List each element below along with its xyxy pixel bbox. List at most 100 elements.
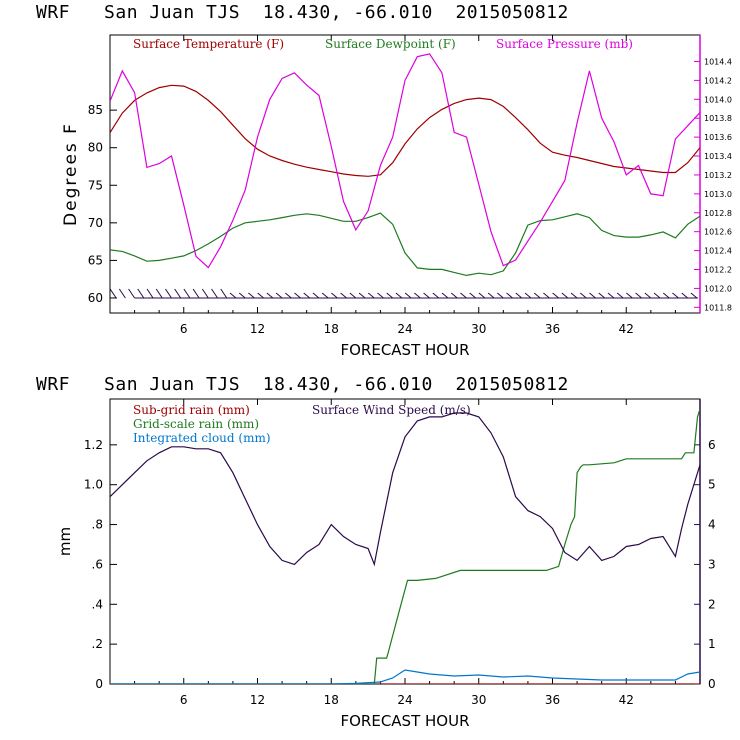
y2-tick-label: 1012.4 xyxy=(704,247,732,256)
wind-barb xyxy=(478,292,486,299)
x-tick-label: 36 xyxy=(545,693,560,707)
wind-barb xyxy=(543,292,550,299)
wind-barb xyxy=(672,292,679,299)
wind-barb xyxy=(358,292,366,299)
wind-barb xyxy=(690,292,698,299)
y-tick-label: 1.0 xyxy=(84,478,103,492)
wind-barb xyxy=(266,292,274,299)
wind-barb xyxy=(607,292,615,299)
wind-barb xyxy=(146,288,154,299)
wind-barb xyxy=(598,292,606,299)
wind-barb xyxy=(662,292,670,299)
wind-barb xyxy=(533,292,541,299)
y2-tick-label: 1011.8 xyxy=(704,303,732,312)
wind-barb xyxy=(229,292,237,299)
wind-barb xyxy=(377,292,384,299)
x-tick-label: 18 xyxy=(324,322,339,336)
y-tick-label: 65 xyxy=(88,253,103,267)
wind-barb xyxy=(128,288,135,299)
wind-barb xyxy=(395,292,403,299)
wind-barb xyxy=(653,292,661,299)
legend-entry: Grid-scale rain (mm) xyxy=(133,417,259,431)
legend-entry: Integrated cloud (mm) xyxy=(133,431,271,445)
wind-barb xyxy=(506,292,513,299)
wind-barb xyxy=(349,292,357,299)
series-line-pres xyxy=(110,53,700,269)
y-tick-label: 60 xyxy=(88,291,103,305)
x-tick-label: 12 xyxy=(250,322,265,336)
wind-barb xyxy=(386,292,394,299)
chart-title-top: WRF San Juan TJS 18.430, -66.010 2015050… xyxy=(36,2,569,23)
x-tick-label: 6 xyxy=(180,693,188,707)
wind-barb xyxy=(644,292,652,299)
wind-barb xyxy=(284,292,292,299)
wind-barb xyxy=(201,288,209,299)
wind-barb xyxy=(423,292,430,299)
plot-frame xyxy=(109,34,701,314)
wind-barb xyxy=(248,292,255,299)
y-tick-label: 80 xyxy=(88,141,103,155)
series-line-gridscale xyxy=(110,408,700,684)
y2-tick-label: 1013.2 xyxy=(704,171,732,180)
series-line-temp xyxy=(110,84,700,177)
legend-entry: Surface Dewpoint (F) xyxy=(325,37,456,51)
wind-barb xyxy=(589,292,596,299)
y2-tick-label: 4 xyxy=(708,518,716,532)
wind-barb xyxy=(441,292,449,299)
wind-barb xyxy=(432,292,440,299)
x-tick-label: 30 xyxy=(471,322,486,336)
wind-barb xyxy=(635,292,642,299)
x-tick-label: 24 xyxy=(397,322,412,336)
y2-tick-label: 1012.2 xyxy=(704,266,732,275)
wind-barb xyxy=(681,292,689,299)
wind-barb xyxy=(524,292,532,299)
series-line-cloud xyxy=(110,669,700,684)
wind-barb xyxy=(109,288,117,299)
y2-tick-label: 1012.0 xyxy=(704,284,732,293)
wind-barb xyxy=(257,292,264,299)
x-tick-label: 42 xyxy=(619,693,634,707)
y-tick-label: .2 xyxy=(92,637,103,651)
wind-barb xyxy=(312,292,320,299)
wind-barb xyxy=(174,288,182,299)
wind-barb xyxy=(570,292,578,299)
wind-barb xyxy=(165,288,172,299)
y2-tick-label: 1013.0 xyxy=(704,190,732,199)
wind-barb xyxy=(450,292,458,299)
wind-barb xyxy=(183,288,191,299)
wind-barb xyxy=(579,292,587,299)
y2-tick-label: 0 xyxy=(708,677,716,691)
chart-panel-1: 6 12 18 24 30 36 42 FORECAST HOUR 60 65 70 75 80 85 De… xyxy=(61,34,732,359)
y-tick-label: 1.2 xyxy=(84,438,103,452)
wind-barb xyxy=(487,292,495,299)
series-line-dew xyxy=(110,212,700,277)
y-tick-label: 85 xyxy=(88,103,103,117)
series-line-wind xyxy=(110,412,700,567)
wind-barb xyxy=(294,292,301,299)
y-tick-label: .6 xyxy=(92,557,103,571)
wind-barb xyxy=(275,292,283,299)
wind-barb xyxy=(238,292,246,299)
wind-barb xyxy=(303,292,311,299)
y2-tick-label: 3 xyxy=(708,557,716,571)
y2-tick-label: 5 xyxy=(708,478,716,492)
x-tick-label: 30 xyxy=(471,693,486,707)
wind-barb xyxy=(155,288,163,299)
legend-entry: Surface Temperature (F) xyxy=(133,37,284,51)
y2-tick-label: 6 xyxy=(708,438,716,452)
wind-barb xyxy=(211,288,218,299)
wind-barb xyxy=(331,292,338,299)
wind-barb xyxy=(561,292,569,299)
x-tick-label: 6 xyxy=(180,322,188,336)
y2-tick-label: 1013.4 xyxy=(704,152,732,161)
y2-tick-label: 2 xyxy=(708,597,716,611)
legend-entry: Surface Pressure (mb) xyxy=(496,37,633,51)
chart-title-bottom: WRF San Juan TJS 18.430, -66.010 2015050… xyxy=(36,374,569,395)
y-axis-label: mm xyxy=(56,527,74,556)
wind-barb xyxy=(414,292,421,299)
wind-barb xyxy=(497,292,504,299)
x-tick-label: 18 xyxy=(324,693,339,707)
y-tick-label: .4 xyxy=(92,597,103,611)
